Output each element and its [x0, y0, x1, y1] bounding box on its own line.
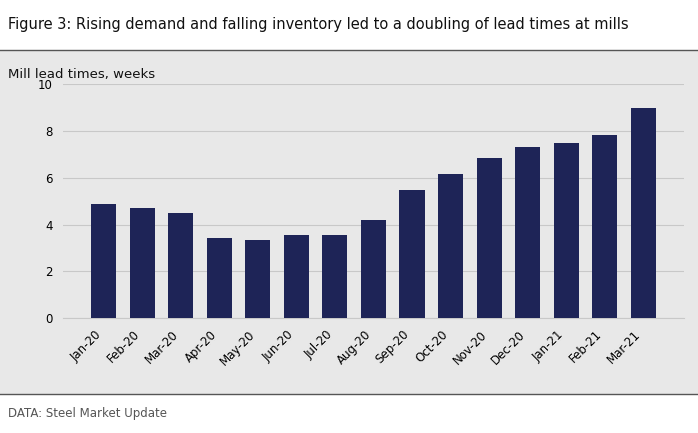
Bar [592, 135, 617, 318]
Text: Figure 3: Rising demand and falling inventory led to a doubling of lead times at: Figure 3: Rising demand and falling inve… [8, 17, 629, 32]
Bar [361, 220, 386, 318]
Bar [168, 213, 193, 318]
Bar [207, 238, 232, 318]
Bar [477, 158, 502, 318]
Text: Mill lead times, weeks: Mill lead times, weeks [8, 68, 156, 81]
Bar [284, 235, 309, 318]
Bar [130, 208, 155, 318]
Bar [515, 147, 540, 318]
Bar [554, 143, 579, 318]
Bar [438, 174, 463, 318]
Bar [631, 108, 656, 318]
Bar [91, 204, 116, 318]
Bar [245, 240, 270, 318]
Bar [322, 235, 348, 318]
Text: DATA: Steel Market Update: DATA: Steel Market Update [8, 407, 168, 420]
Bar [399, 190, 424, 318]
